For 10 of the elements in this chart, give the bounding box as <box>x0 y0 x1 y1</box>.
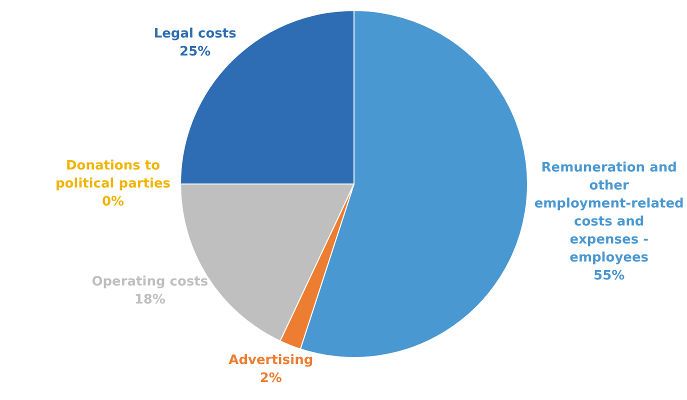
slice-label: Advertising <box>228 352 314 368</box>
data-label: 25% <box>180 44 211 60</box>
data-label: 2% <box>260 370 282 386</box>
text: 0% <box>102 194 124 210</box>
category-label: Donations to political parties <box>56 158 171 192</box>
slice-label: Operating costs <box>92 274 208 290</box>
slice-label: Legal costs <box>154 26 237 42</box>
data-label: 55% <box>594 268 625 284</box>
slice-label: Remuneration and other employment-related costs and expenses - employees <box>534 160 684 266</box>
data-label: 18% <box>134 292 166 308</box>
